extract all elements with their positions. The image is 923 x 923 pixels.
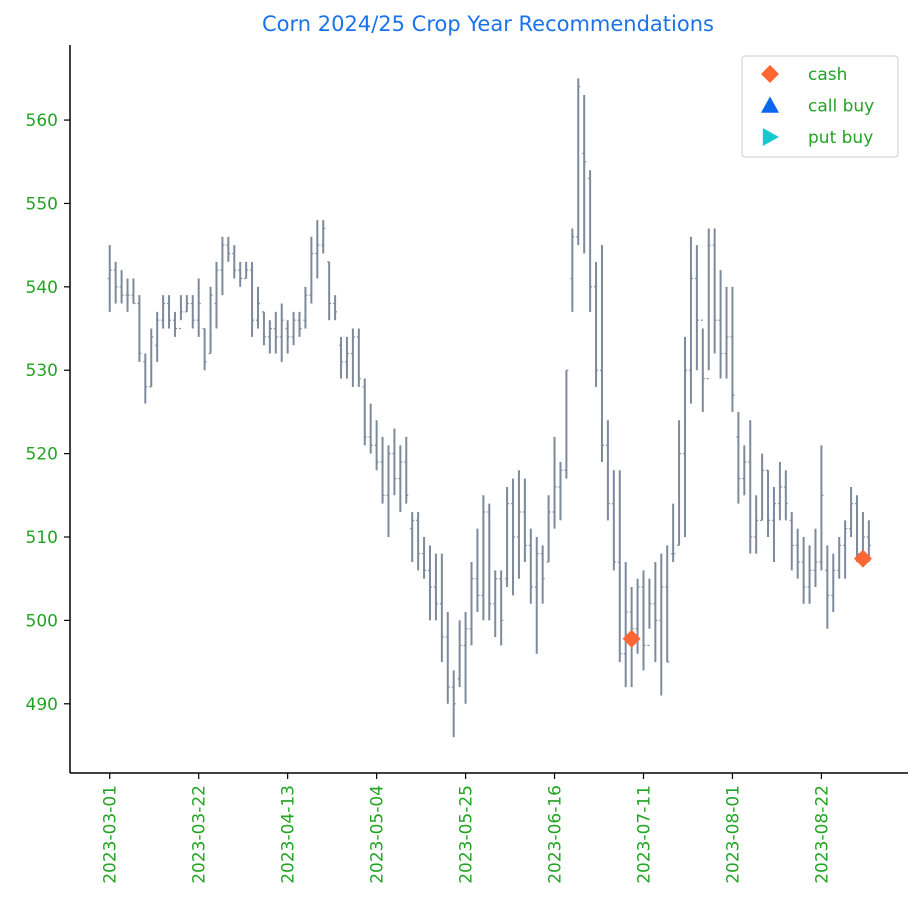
legend-box	[741, 55, 899, 158]
legend: cash call buy put buy	[741, 55, 899, 158]
legend-label: put buy	[808, 128, 873, 148]
legend-marker	[761, 96, 779, 113]
legend-marker	[762, 128, 779, 146]
marker	[622, 629, 641, 648]
y-tick-label: 510	[26, 528, 58, 548]
y-tick-label: 490	[26, 695, 58, 715]
y-tick-label: 560	[26, 111, 58, 131]
x-tick-label: 2023-07-11	[634, 785, 654, 884]
x-tick-label: 2023-08-01	[723, 785, 743, 884]
x-tick-label: 2023-05-25	[457, 785, 477, 884]
y-tick-label: 550	[26, 194, 58, 214]
chart-title: Corn 2024/25 Crop Year Recommendations	[262, 12, 714, 36]
legend-label: cash	[808, 65, 847, 85]
x-tick-label: 2023-08-22	[812, 785, 832, 884]
legend-marker	[761, 65, 779, 83]
x-tick-label: 2023-06-16	[546, 785, 566, 884]
x-tick-label: 2023-05-04	[368, 785, 388, 884]
y-tick-label: 540	[26, 278, 58, 298]
x-tick-label: 2023-03-22	[190, 785, 210, 884]
y-tick-label: 500	[26, 611, 58, 631]
x-tick-label: 2023-03-01	[101, 785, 121, 884]
marker	[853, 549, 872, 568]
y-tick-label: 520	[26, 445, 58, 465]
x-tick-label: 2023-04-13	[279, 785, 299, 884]
legend-label: call buy	[808, 97, 874, 117]
y-tick-label: 530	[26, 361, 58, 381]
